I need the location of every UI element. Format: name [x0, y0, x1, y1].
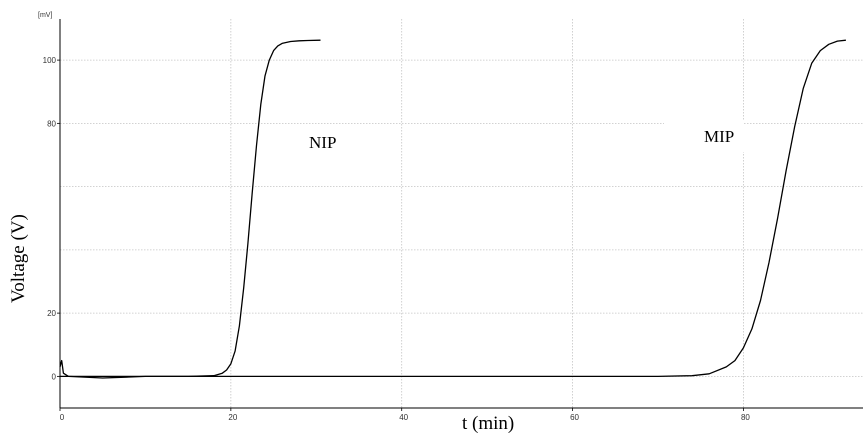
y-axis-label: Voltage (V): [8, 214, 29, 303]
series-line-nip: [59, 39, 321, 379]
nip-series-label: NIP: [309, 133, 336, 152]
x-tick-label-40: 40: [399, 413, 408, 422]
axes: [57, 19, 863, 411]
series-line-mip: [60, 39, 846, 378]
x-tick-label-20: 20: [228, 413, 237, 422]
x-tick-label-60: 60: [570, 413, 579, 422]
gridlines: [60, 19, 863, 408]
tick-labels: 0 20 40 60 80 0 20 80 100: [43, 56, 751, 422]
y-tick-label-0: 0: [52, 372, 57, 381]
data-series: [59, 39, 846, 379]
mip-series-label: MIP: [704, 127, 734, 146]
y-unit-label: [mV]: [38, 12, 52, 19]
mip-label-background: [664, 120, 744, 152]
nip-label-background: [290, 126, 390, 158]
x-axis-label: t (min): [462, 413, 514, 433]
x-tick-label-80: 80: [741, 413, 750, 422]
y-tick-label-100: 100: [43, 56, 57, 65]
x-tick-label-0: 0: [60, 413, 65, 422]
y-tick-label-80: 80: [47, 119, 56, 128]
y-tick-label-20: 20: [47, 309, 56, 318]
